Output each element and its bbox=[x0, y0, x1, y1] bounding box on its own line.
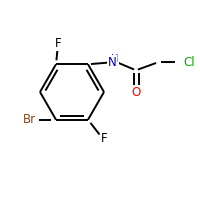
Text: N: N bbox=[108, 56, 116, 69]
Text: Cl: Cl bbox=[183, 56, 195, 69]
Text: F: F bbox=[101, 132, 107, 145]
Text: H: H bbox=[111, 54, 119, 64]
Text: F: F bbox=[55, 37, 61, 50]
Text: O: O bbox=[131, 86, 141, 99]
Text: Br: Br bbox=[22, 113, 36, 126]
